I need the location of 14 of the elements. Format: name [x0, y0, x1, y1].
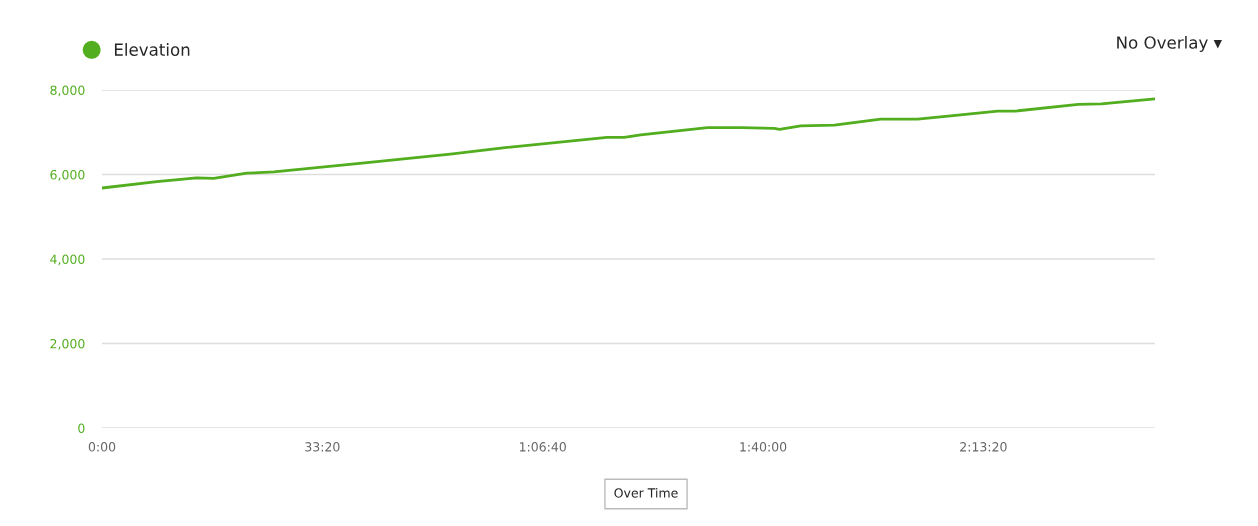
x-tick-label: 0:00 [88, 442, 116, 452]
line-series [102, 97, 1155, 190]
x-tick-label: 33:20 [305, 442, 340, 452]
x-tick-label: 2:13:20 [960, 442, 1007, 452]
y-tick-label: 0 [78, 423, 85, 433]
text: Over Time [614, 487, 678, 498]
y-tick-label: 4,000 [50, 254, 85, 266]
x-tick-label: 1:40:00 [740, 442, 787, 452]
legend-label: Elevation [114, 43, 190, 56]
y-tick-label: 8,000 [50, 85, 85, 97]
x-tick-label: 1:06:40 [519, 442, 566, 452]
y-tick-label: 2,000 [50, 338, 85, 350]
text: No Overlay ▾ [1117, 35, 1222, 53]
y-tick-label: 6,000 [50, 169, 85, 181]
